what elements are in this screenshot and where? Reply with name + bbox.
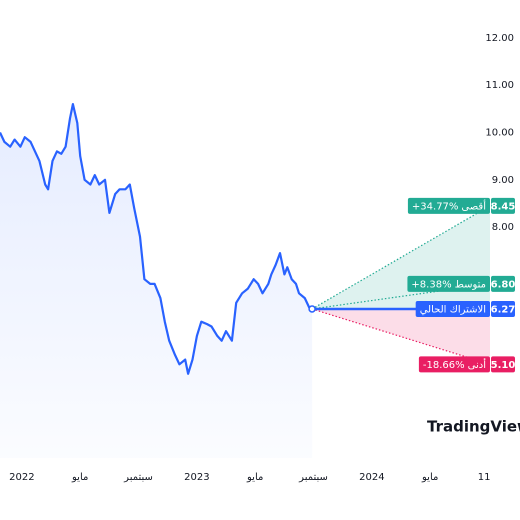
name-box-bg [415,300,490,317]
x-tick-label: 11 [478,472,491,483]
forecast-line [311,308,491,365]
change-label: +8.38% [411,279,451,290]
name-box: الاشتراك الحالي [415,300,490,317]
value-box [491,197,515,214]
logo-text: TradingView [427,418,520,436]
price-line [0,103,313,375]
y-tick-label: 9.00 [492,175,514,186]
forecast-down-zone [312,308,490,365]
name-label: أقصى [461,199,486,212]
y-tick-label: 12.00 [485,33,514,44]
name-label: أدنى [468,358,487,371]
name-box: متوسط +8.38% [407,275,490,292]
y-tick-label: 8.00 [492,222,514,233]
value-label: 6.27 [491,304,516,315]
x-tick-label: سبتمبر [298,472,328,483]
name-label: الاشتراك الحالي [420,304,486,315]
y-tick-label: 11.00 [485,80,514,91]
logo: TradingView [427,418,520,436]
value-label: 5.10 [491,360,516,371]
change-label: -18.66% [423,360,465,371]
change-label: +34.77% [412,201,459,212]
x-tick-label: 2024 [359,472,384,483]
name-box: أدنى-18.66% [418,356,490,373]
x-tick-label: سبتمبر [123,472,153,483]
x-tick-label: مايو [246,472,263,483]
value-box [491,275,515,292]
value-box [491,356,515,373]
value-label: 8.45 [491,201,516,212]
forecast-line [311,205,491,310]
x-tick-label: مايو [421,472,438,483]
name-box: أقصى+34.77% [407,197,490,214]
name-box-bg [407,275,490,292]
y-tick-label: 10.00 [485,127,514,138]
name-box-bg [407,197,490,214]
value-label: 6.80 [491,279,516,290]
name-box-bg [418,356,490,373]
value-box [491,300,515,317]
x-tick-label: 2023 [184,472,209,483]
name-label: متوسط [455,279,486,290]
last-point [308,305,316,313]
x-tick-label: 2022 [9,472,34,483]
price-area [0,104,313,458]
x-tick-label: مايو [71,472,88,483]
